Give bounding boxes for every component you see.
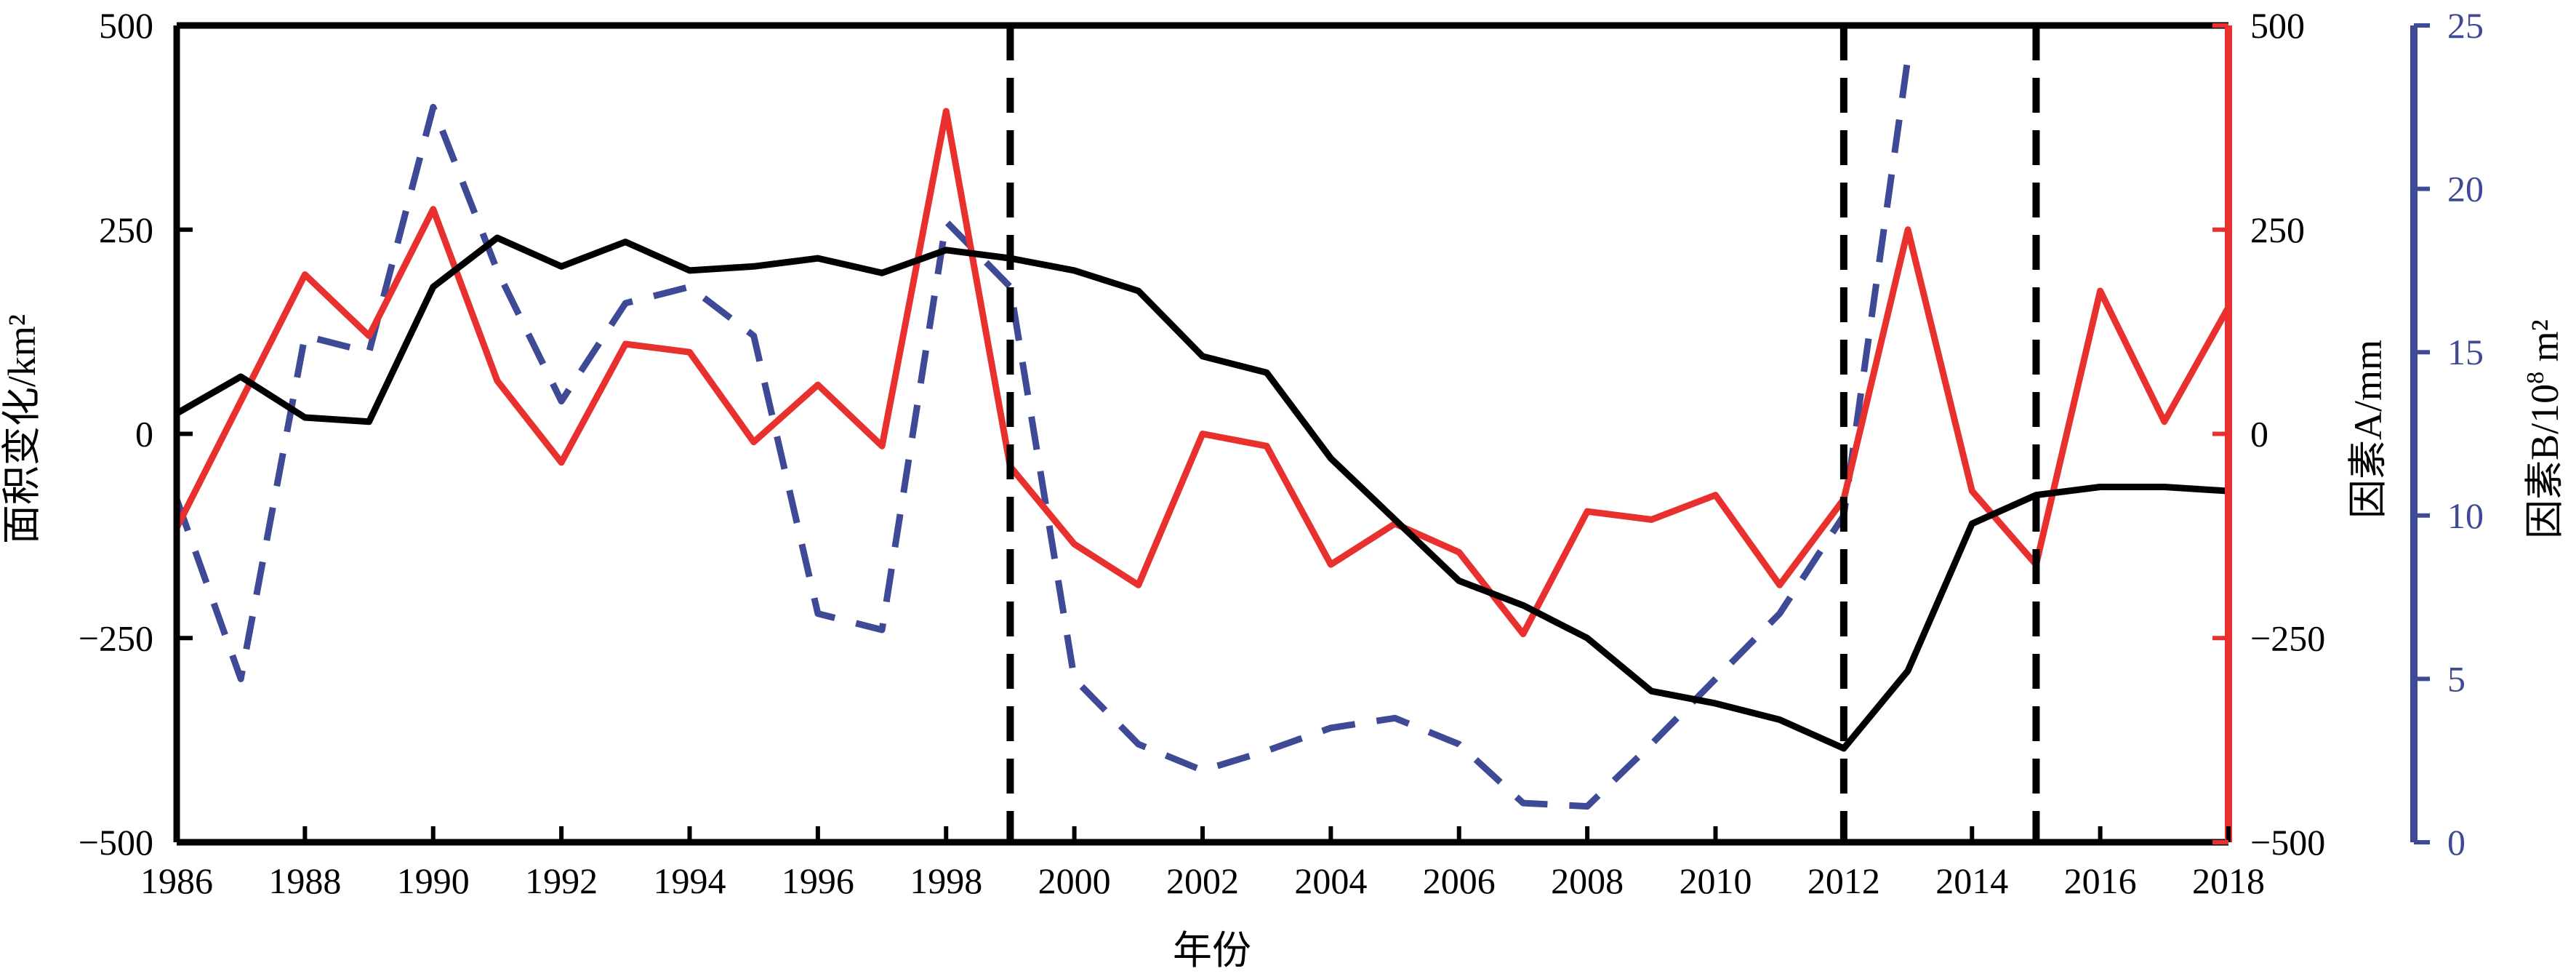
y-b-tick-label: 15 [2447,332,2484,372]
y-a-tick-label: 250 [2250,209,2305,250]
y-b-tick-label: 20 [2447,169,2484,209]
y-axis-title-a: 因素A/mm [2346,340,2390,519]
x-axis-title: 年份 [1173,929,1251,972]
y-axis-title-b-tail: m² [2523,319,2567,372]
y-axis-title-left: 面积变化/km² [0,314,44,544]
x-tick-label: 1998 [910,860,982,901]
y-b-tick-label: 25 [2447,5,2484,46]
y-left-tick-label: 0 [135,414,153,455]
x-tick-label: 2008 [1551,860,1624,901]
x-tick-label: 2002 [1166,860,1239,901]
y-a-tick-label: −250 [2250,618,2325,658]
y-a-tick-label: 500 [2250,5,2305,46]
y-b-tick-label: 10 [2447,495,2484,536]
y-axis-title-b-exp: 8 [2522,372,2549,384]
x-tick-label: 2012 [1807,860,1880,901]
x-tick-label: 1990 [397,860,470,901]
area-change-line [174,234,2229,752]
x-tick-label: 2018 [2192,860,2265,901]
x-tick-label: 2000 [1038,860,1111,901]
x-tick-label: 2010 [1680,860,1752,901]
x-tick-label: 1992 [525,860,598,901]
x-tick-label: 1996 [782,860,854,901]
y-left-tick-label: 500 [99,5,153,46]
y-left-tick-label: −250 [79,618,153,658]
y-left-tick-label: 250 [99,209,153,250]
factor-b-line [173,57,1911,810]
x-tick-label: 2014 [1935,860,2008,901]
x-tick-label: 2004 [1294,860,1367,901]
y-left-tick-label: −500 [79,822,153,863]
y-b-tick-label: 0 [2447,822,2465,863]
y-axis-title-b-main: 因素B/10 [2523,384,2567,539]
axes-frame [173,22,2417,846]
y-a-tick-label: 0 [2250,414,2268,455]
y-a-tick-label: −500 [2250,822,2325,863]
y-b-tick-label: 5 [2447,658,2465,699]
x-tick-label: 2006 [1423,860,1496,901]
y-axis-title-b: 因素B/108 m² [2522,319,2567,539]
factor-a-line [173,108,2231,638]
x-tick-label: 2016 [2064,860,2137,901]
plot-area [173,25,2231,842]
x-tick-label: 1986 [140,860,213,901]
x-tick-label: 1988 [268,860,341,901]
tick-layer: 1986 1988 1990 1992 1994 1996 1998 2000 2002 2004… [79,5,2484,901]
x-tick-label: 1994 [654,860,726,901]
